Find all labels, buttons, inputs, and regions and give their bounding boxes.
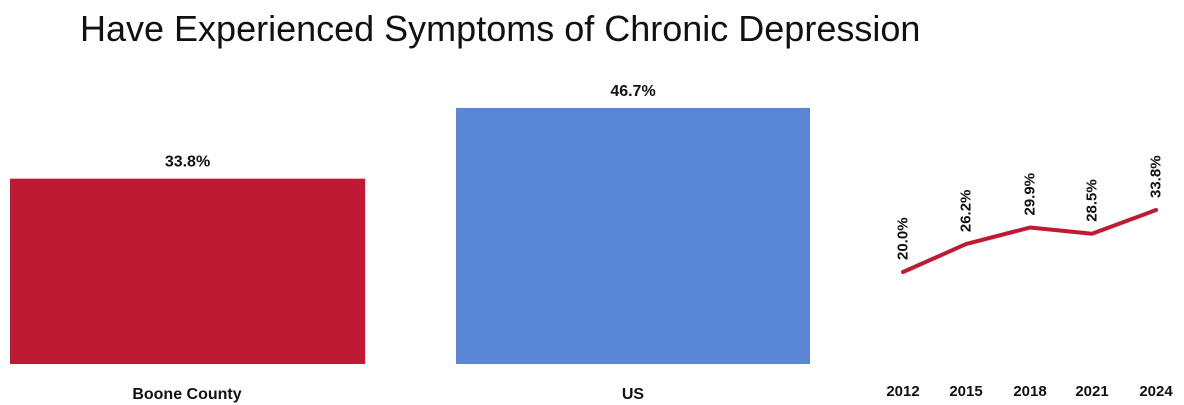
trend-x-tick-3: 2021 xyxy=(1075,383,1108,400)
trend-data-label-0: 20.0% xyxy=(895,217,912,260)
trend-x-tick-0: 2012 xyxy=(886,383,919,400)
trend-data-label-2: 29.9% xyxy=(1022,173,1039,216)
trend-data-label-1: 26.2% xyxy=(958,190,975,233)
trend-x-tick-4: 2024 xyxy=(1139,383,1173,400)
trend-line xyxy=(901,208,1158,274)
bar-data-label-0: 33.8% xyxy=(165,154,210,171)
bar-0 xyxy=(10,178,365,364)
bar-data-label-1: 46.7% xyxy=(610,83,655,100)
bar-1 xyxy=(456,107,810,364)
bar-category-label-0: Boone County xyxy=(132,386,241,403)
trend-x-tick-1: 2015 xyxy=(949,383,982,400)
trend-data-label-3: 28.5% xyxy=(1084,179,1101,222)
bar-category-label-1: US xyxy=(622,386,645,403)
trend-data-label-4: 33.8% xyxy=(1148,155,1165,198)
chart-title: Have Experienced Symptoms of Chronic Dep… xyxy=(80,8,921,49)
trend-x-tick-2: 2018 xyxy=(1013,383,1046,400)
